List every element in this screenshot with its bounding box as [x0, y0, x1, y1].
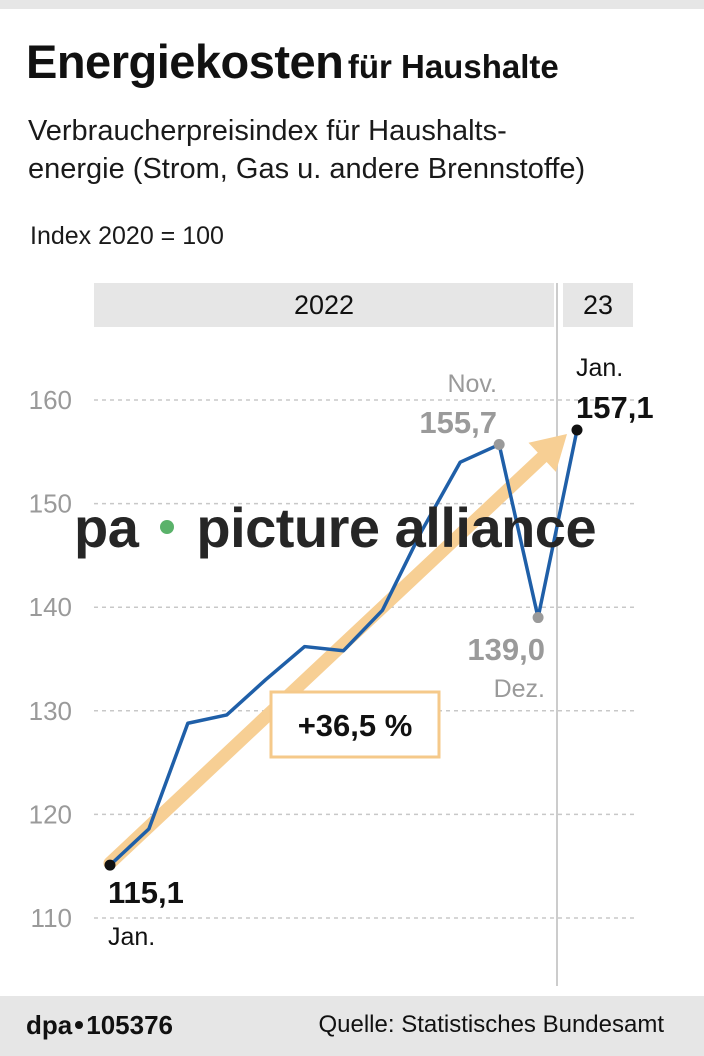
- y-tick-140: 140: [29, 592, 72, 622]
- change-badge-label: +36,5 %: [298, 708, 413, 743]
- y-tick-130: 130: [29, 696, 72, 726]
- marker-nov: [493, 439, 505, 451]
- dpa-id: 105376: [86, 1010, 173, 1040]
- chart-subtitle: Verbraucherpreisindex für Haushalts-ener…: [28, 115, 586, 185]
- watermark-dot: [160, 520, 175, 535]
- label-nov-value: 155,7: [419, 405, 497, 440]
- marker-dec: [532, 612, 544, 624]
- footer: dpa 105376 Quelle: Statistisches Bundesam…: [0, 996, 704, 1056]
- change-badge: [269, 690, 441, 759]
- label-dec-value: 139,0: [467, 632, 545, 667]
- y-tick-120: 120: [29, 799, 72, 829]
- label-dec-month: Dez.: [494, 675, 545, 703]
- title-main: Energiekosten: [26, 35, 344, 88]
- label-start-month: Jan.: [108, 923, 155, 951]
- label-end-month: Jan.: [576, 354, 623, 382]
- year-band-2022: 2022: [94, 283, 554, 327]
- y-tick-160: 160: [29, 385, 72, 415]
- line-chart: 110 120 130 140 150 160 115,1 Jan. Nov. 155,7 139,…: [29, 283, 654, 986]
- title-sub: für Haushalte: [347, 48, 559, 85]
- label-end-value: 157,1: [576, 390, 654, 425]
- watermark: pa picture alliance: [74, 495, 597, 560]
- top-strip: [0, 0, 704, 9]
- marker-end: [571, 424, 583, 436]
- watermark-right: picture alliance: [196, 496, 597, 559]
- label-start-value: 115,1: [108, 875, 184, 910]
- dpa-logo: dpa: [26, 1010, 73, 1040]
- source-label: Quelle: Statistisches Bundesamt: [318, 1011, 664, 1038]
- y-tick-150: 150: [29, 489, 72, 519]
- dpa-credit: dpa 105376: [26, 1010, 173, 1041]
- dpa-dot: [75, 1021, 84, 1030]
- watermark-left: pa: [74, 496, 139, 559]
- marker-start: [104, 859, 116, 871]
- chart-title: Energiekosten für Haushalte: [26, 34, 559, 89]
- label-nov-month: Nov.: [447, 370, 497, 398]
- trend-arrow-head: [528, 434, 567, 472]
- year-band-2023: 23: [563, 283, 633, 327]
- trend-arrow-shaft: [103, 450, 549, 870]
- index-label: Index 2020 = 100: [30, 222, 224, 250]
- y-tick-110: 110: [31, 903, 72, 933]
